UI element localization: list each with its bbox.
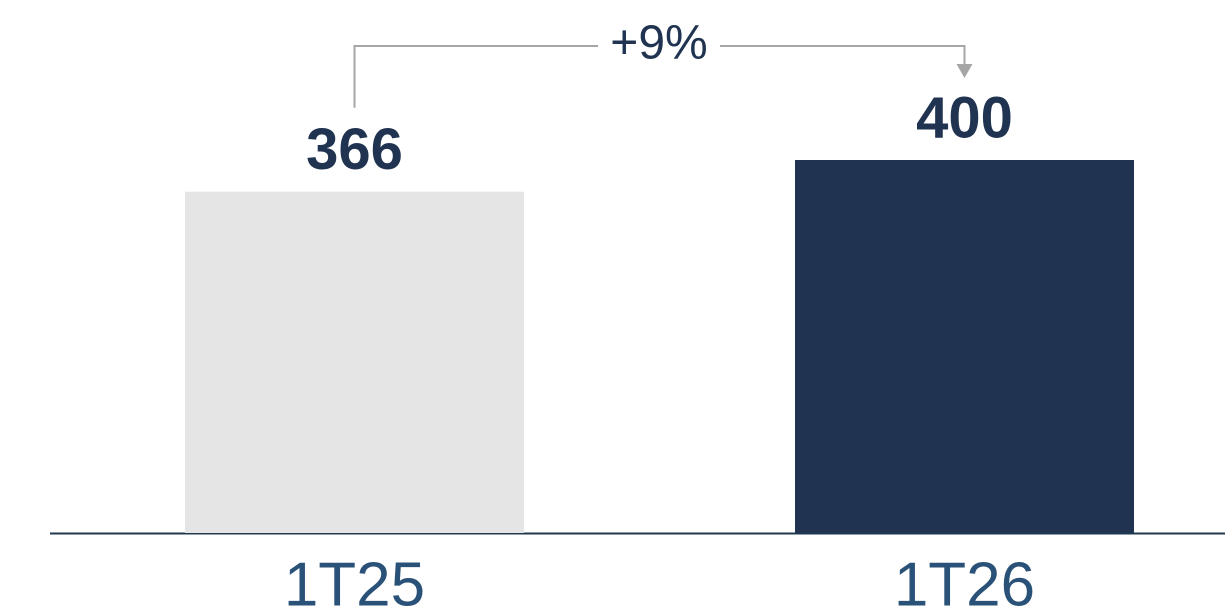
bar: [185, 191, 524, 533]
x-tick-label: 1T26: [894, 550, 1035, 616]
change-annotation: +9%: [610, 17, 707, 70]
value-label: 366: [306, 117, 403, 182]
value-label: 400: [916, 85, 1013, 150]
bar: [795, 160, 1134, 533]
x-tick-label: 1T25: [284, 550, 425, 616]
annotation-bg: [598, 20, 720, 72]
arrow-head: [956, 64, 973, 78]
